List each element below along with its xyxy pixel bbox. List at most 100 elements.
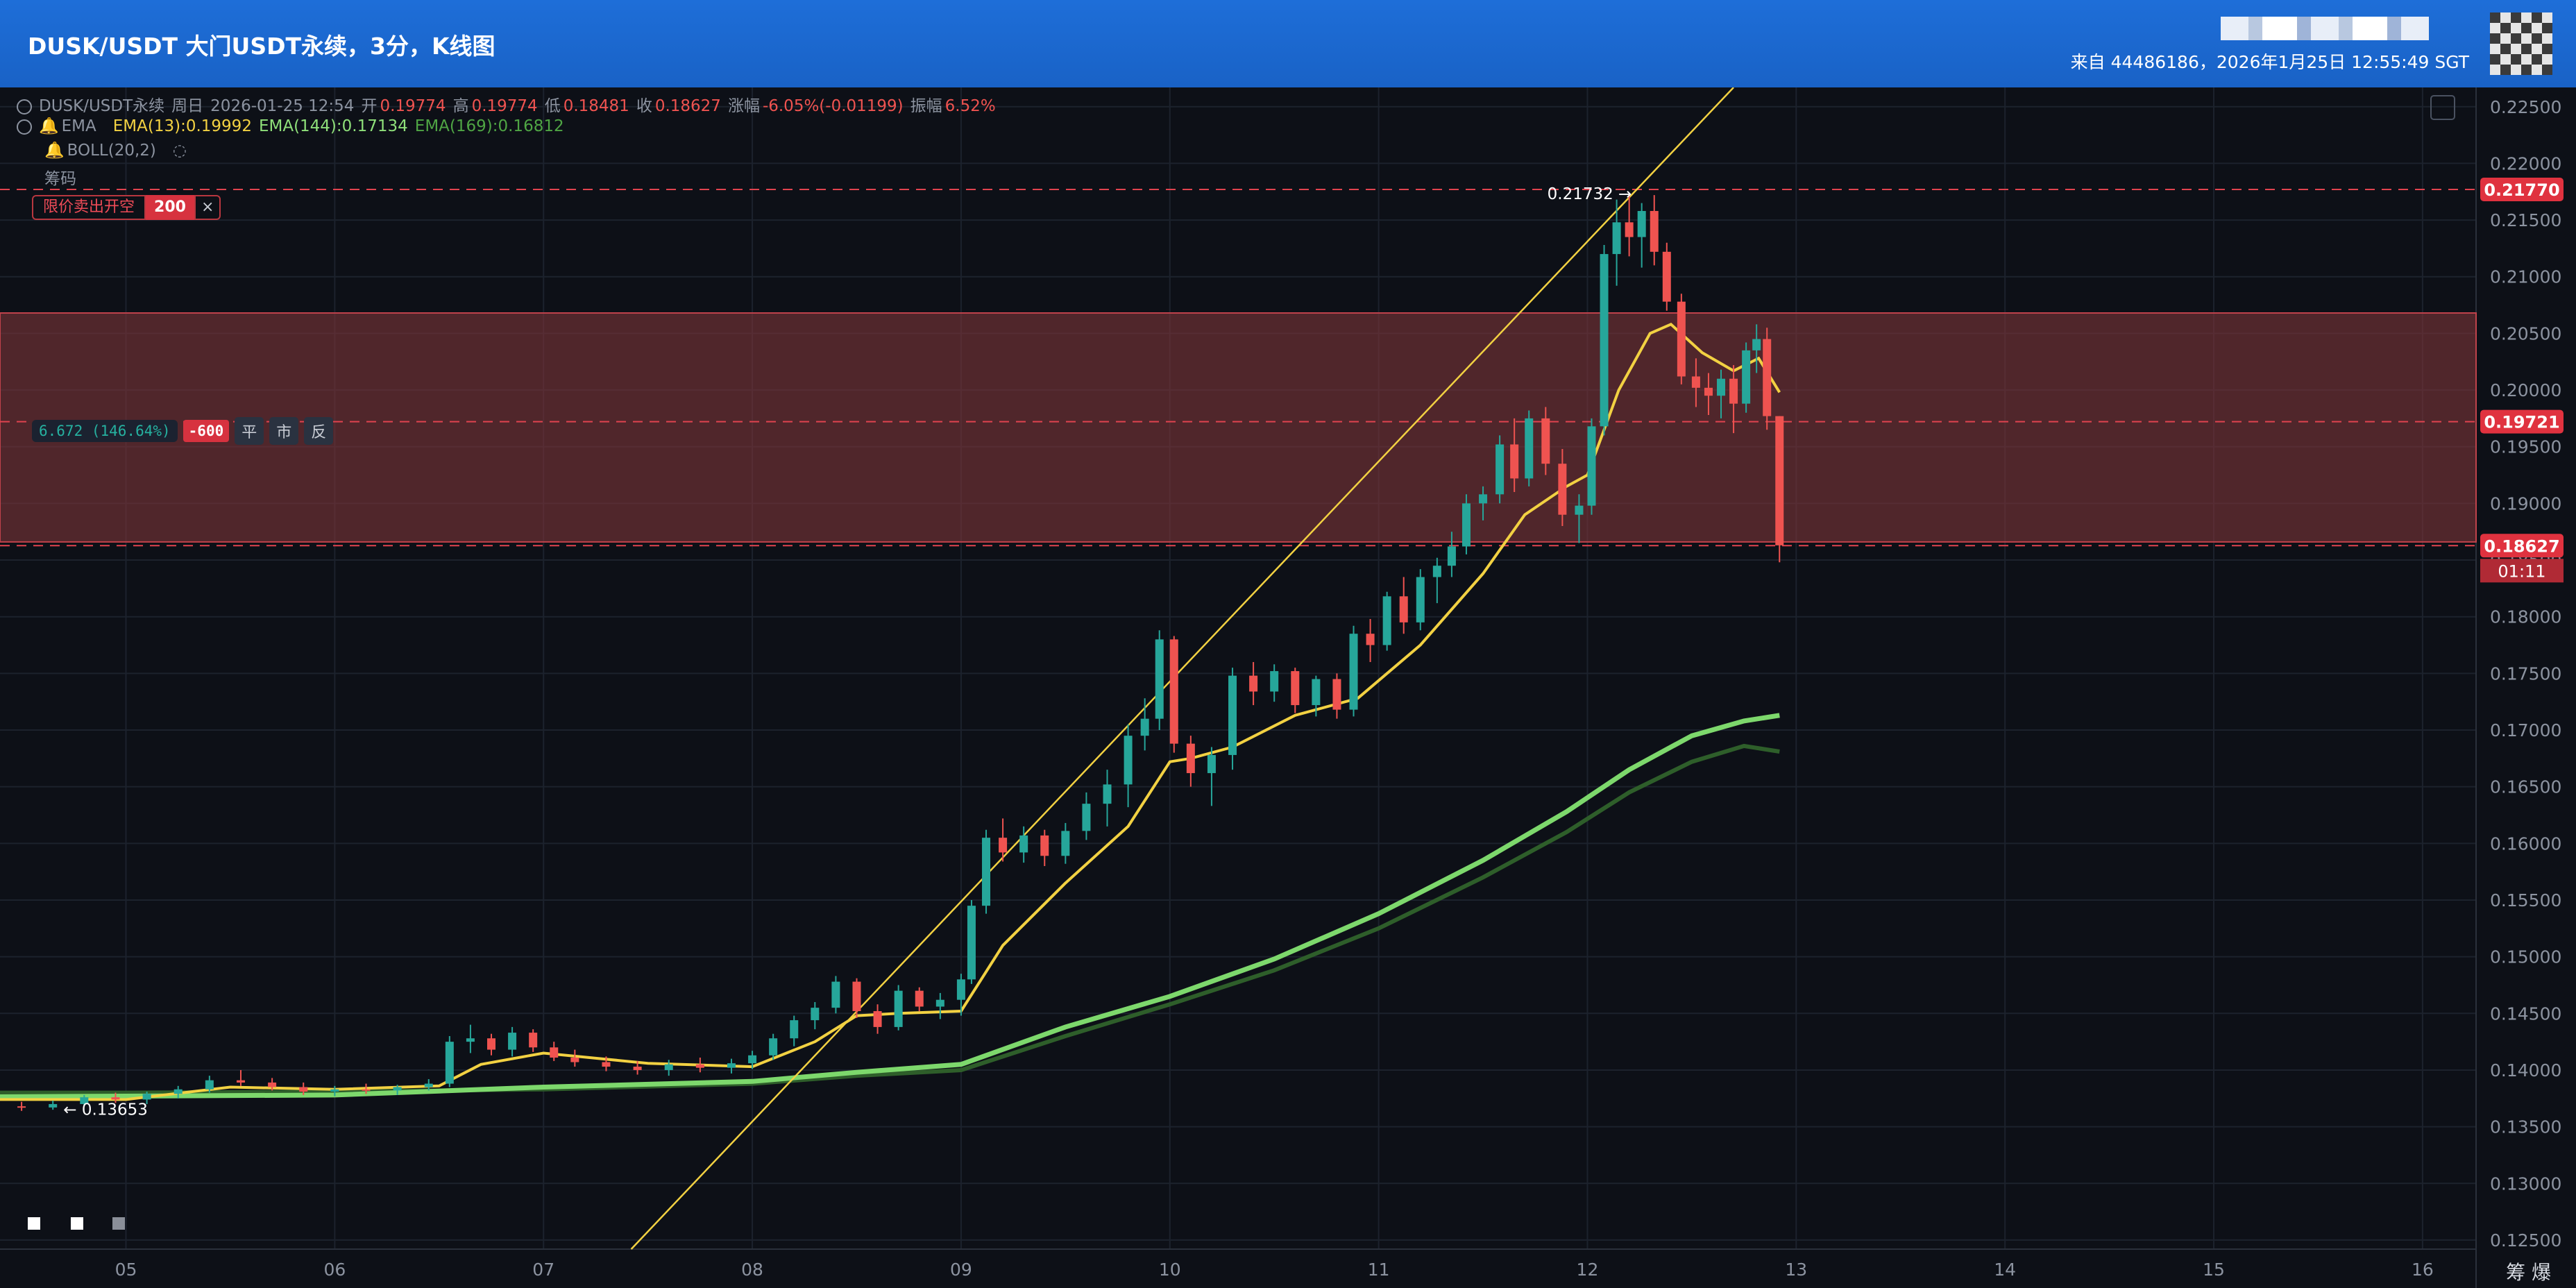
price-tick-label: 0.16500: [2490, 777, 2561, 797]
price-badge-label: 0.19721: [2484, 413, 2559, 432]
price-tick-label: 0.21000: [2490, 267, 2561, 287]
legend-datetime: 2026-01-25 12:54: [210, 97, 355, 115]
close-position-button[interactable]: 平: [235, 417, 264, 445]
price-tick-label: 0.19000: [2490, 493, 2561, 514]
ema13-line: [0, 322, 1781, 1101]
chart-background: [0, 87, 2576, 1288]
candle-body: [1729, 378, 1738, 404]
price-axis-bg: [2477, 87, 2576, 1288]
reverse-position-button[interactable]: 反: [304, 417, 334, 445]
time-tick-label: 07: [532, 1260, 554, 1280]
price-chart[interactable]: 0.12500 0.13000 0.13500 0.14000 0.14500 0.150…: [0, 87, 2576, 1288]
candle-body: [111, 1097, 120, 1100]
close-icon[interactable]: ×: [194, 195, 221, 220]
candle-body: [1447, 546, 1456, 566]
chevron-icon[interactable]: [17, 119, 32, 135]
candles: [17, 194, 1784, 1111]
candle-body: [664, 1064, 673, 1070]
ema144-line: [0, 713, 1780, 1100]
candle-body: [935, 999, 944, 1007]
candle-body: [508, 1033, 517, 1050]
candle-body: [49, 1103, 58, 1108]
alert-bell-icon[interactable]: 🔔: [39, 117, 59, 135]
candle-body: [1662, 251, 1671, 302]
title-bar: DUSK/USDT 大门USDT永续，3分，K线图 来自 44486186，20…: [0, 0, 2576, 87]
time-tick-label: 06: [323, 1260, 346, 1280]
candle-body: [1103, 784, 1112, 804]
candle-body: [1124, 736, 1133, 785]
time-tick-label: 09: [950, 1260, 972, 1280]
price-badge-entry: [2480, 409, 2564, 434]
window-title: DUSK/USDT 大门USDT永续，3分，K线图: [28, 33, 495, 60]
price-tick-label: 0.21500: [2490, 210, 2561, 230]
price-tick-label: 0.18000: [2490, 607, 2561, 627]
candle-body: [727, 1063, 736, 1068]
alert-bell-icon[interactable]: 🔔: [44, 142, 65, 160]
candle-body: [633, 1067, 642, 1070]
candle-body: [769, 1038, 778, 1056]
candle-body: [1061, 831, 1070, 856]
candle-body: [831, 981, 840, 1008]
candle-body: [999, 838, 1008, 853]
price-annotation: ← 0.13653: [63, 1101, 148, 1119]
candle-body: [299, 1087, 308, 1092]
order-quantity[interactable]: 200: [146, 195, 194, 220]
candle-body: [982, 838, 991, 906]
low-label: 低: [544, 97, 561, 115]
candle-body: [1742, 350, 1751, 404]
chevron-icon[interactable]: [17, 99, 32, 115]
price-badges: 0.21770 0.19721 0.18627 01:11: [2480, 177, 2564, 583]
amplitude-label: 振幅: [910, 97, 942, 115]
candle-body: [1270, 671, 1279, 692]
price-annotation: 0.21732 →: [1548, 185, 1632, 203]
trend-line: [630, 87, 1734, 1250]
change-value: -6.05%(-0.01199): [762, 97, 904, 115]
candle-body: [1763, 339, 1772, 416]
candle-body: [529, 1033, 538, 1048]
price-tick-label: 0.17500: [2490, 663, 2561, 684]
candle-body: [1249, 675, 1258, 692]
time-tick-label: 08: [741, 1260, 763, 1280]
candle-body: [205, 1080, 214, 1090]
order-label[interactable]: 限价卖出开空: [32, 195, 146, 220]
candle-body: [1082, 804, 1091, 831]
close-value: 0.18627: [654, 97, 721, 115]
market-close-button[interactable]: 市: [269, 417, 299, 445]
position-tag[interactable]: 6.672 (146.64%) -600 平 市 反: [32, 417, 334, 445]
candle-body: [1207, 754, 1216, 774]
candle-body: [1575, 505, 1584, 515]
candle-body: [1541, 418, 1550, 464]
price-tick-label: 0.19500: [2490, 437, 2561, 457]
high-label: 高: [452, 97, 469, 115]
corner-tools[interactable]: 筹 爆: [2506, 1261, 2551, 1284]
ema-lines: [0, 322, 1781, 1101]
candle-body: [956, 979, 965, 1000]
layout-icon[interactable]: [71, 1217, 83, 1230]
price-axis: 0.12500 0.13000 0.13500 0.14000 0.14500 0.150…: [2477, 87, 2576, 1288]
candle-body: [466, 1038, 475, 1042]
price-tick-label: 0.15000: [2490, 947, 2561, 967]
eye-hidden-icon[interactable]: ◌: [172, 142, 187, 160]
candle-body: [915, 990, 924, 1007]
position-quantity: -600: [183, 420, 230, 442]
layout-icon[interactable]: [112, 1217, 125, 1230]
avatar[interactable]: [2490, 12, 2552, 75]
candle-body: [1312, 679, 1321, 706]
candle-body: [811, 1008, 820, 1021]
candle-body: [873, 1011, 882, 1027]
time-tick-label: 13: [1785, 1260, 1807, 1280]
candle-body: [1332, 679, 1341, 710]
candle-body: [967, 906, 976, 980]
price-tick-label: 0.14000: [2490, 1060, 2561, 1081]
candle-body: [602, 1062, 611, 1067]
countdown-badge: [2480, 559, 2564, 583]
candle-body: [1587, 426, 1596, 506]
price-badge-last: [2480, 534, 2564, 558]
price-tick-label: 0.20500: [2490, 323, 2561, 344]
ema-name: EMA: [61, 117, 96, 135]
candle-body: [445, 1042, 454, 1084]
limit-order-tag[interactable]: 限价卖出开空 200 ×: [32, 195, 221, 220]
layout-icon[interactable]: [28, 1217, 40, 1230]
candle-body: [1612, 222, 1621, 255]
candle-body: [570, 1057, 579, 1062]
